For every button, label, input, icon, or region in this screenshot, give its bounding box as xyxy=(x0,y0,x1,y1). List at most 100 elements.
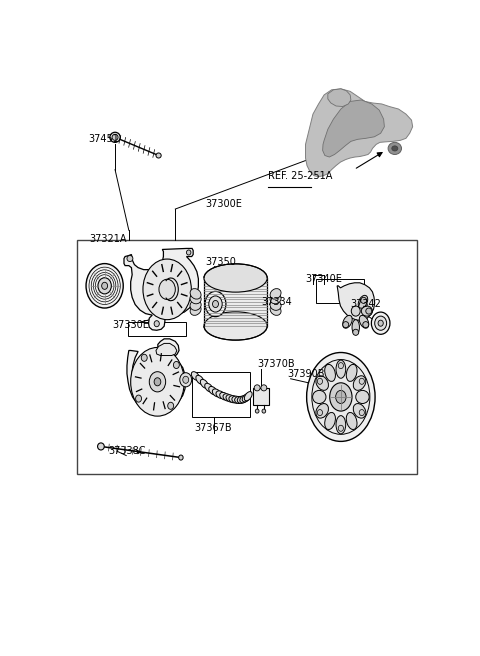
Bar xyxy=(128,322,186,337)
Ellipse shape xyxy=(159,279,175,299)
Ellipse shape xyxy=(343,321,349,328)
Polygon shape xyxy=(127,339,186,412)
Ellipse shape xyxy=(226,395,235,402)
Ellipse shape xyxy=(229,396,238,403)
Text: 37321A: 37321A xyxy=(90,234,127,245)
Ellipse shape xyxy=(312,390,326,403)
Ellipse shape xyxy=(254,385,260,391)
Ellipse shape xyxy=(338,363,344,369)
Bar xyxy=(204,278,267,326)
Ellipse shape xyxy=(352,319,360,335)
Ellipse shape xyxy=(156,153,161,158)
Ellipse shape xyxy=(346,364,357,381)
Polygon shape xyxy=(156,343,177,356)
Ellipse shape xyxy=(149,372,166,392)
Ellipse shape xyxy=(200,379,208,388)
Text: REF. 25-251A: REF. 25-251A xyxy=(268,171,333,181)
Ellipse shape xyxy=(220,392,228,400)
Ellipse shape xyxy=(270,289,281,299)
Ellipse shape xyxy=(143,259,192,319)
Polygon shape xyxy=(323,100,384,157)
Ellipse shape xyxy=(343,316,352,328)
Bar xyxy=(77,240,417,474)
Ellipse shape xyxy=(392,146,398,151)
Ellipse shape xyxy=(244,392,252,401)
Ellipse shape xyxy=(102,282,108,289)
Ellipse shape xyxy=(353,403,366,418)
Polygon shape xyxy=(124,249,198,330)
Ellipse shape xyxy=(353,376,366,390)
Ellipse shape xyxy=(317,379,323,384)
Ellipse shape xyxy=(212,389,221,397)
Ellipse shape xyxy=(360,316,369,328)
Bar xyxy=(192,372,250,417)
Ellipse shape xyxy=(359,379,364,384)
Text: 37338C: 37338C xyxy=(108,445,146,455)
Polygon shape xyxy=(337,283,375,320)
Ellipse shape xyxy=(110,133,120,142)
Ellipse shape xyxy=(361,306,372,316)
Text: 37342: 37342 xyxy=(350,299,381,309)
Polygon shape xyxy=(328,89,351,106)
Ellipse shape xyxy=(190,289,201,299)
Text: 37451: 37451 xyxy=(88,134,119,144)
Ellipse shape xyxy=(262,409,266,413)
Ellipse shape xyxy=(270,300,281,310)
Ellipse shape xyxy=(112,134,118,140)
Ellipse shape xyxy=(255,409,259,413)
Ellipse shape xyxy=(86,264,123,308)
Text: 37367B: 37367B xyxy=(194,423,231,434)
Ellipse shape xyxy=(242,394,251,402)
Ellipse shape xyxy=(338,425,344,431)
Ellipse shape xyxy=(324,364,336,381)
Ellipse shape xyxy=(173,361,180,369)
Ellipse shape xyxy=(317,409,323,416)
Text: 37390B: 37390B xyxy=(287,369,324,379)
Polygon shape xyxy=(305,89,413,176)
Ellipse shape xyxy=(209,296,222,312)
Ellipse shape xyxy=(205,291,226,317)
Ellipse shape xyxy=(204,312,267,340)
Ellipse shape xyxy=(336,390,346,403)
Ellipse shape xyxy=(375,316,386,330)
Ellipse shape xyxy=(378,320,383,326)
Ellipse shape xyxy=(235,396,243,403)
Ellipse shape xyxy=(180,373,192,387)
Ellipse shape xyxy=(223,394,232,401)
Ellipse shape xyxy=(240,395,249,403)
Ellipse shape xyxy=(312,359,370,434)
Ellipse shape xyxy=(330,383,352,411)
Ellipse shape xyxy=(154,378,161,386)
Ellipse shape xyxy=(135,395,142,402)
Ellipse shape xyxy=(179,455,183,460)
Ellipse shape xyxy=(261,385,267,391)
Text: 37334: 37334 xyxy=(261,297,292,307)
Ellipse shape xyxy=(213,300,218,308)
Ellipse shape xyxy=(316,376,328,390)
Text: 37330E: 37330E xyxy=(112,320,149,330)
Ellipse shape xyxy=(360,297,367,303)
Ellipse shape xyxy=(192,372,200,380)
Ellipse shape xyxy=(183,377,189,383)
Ellipse shape xyxy=(366,308,372,314)
Ellipse shape xyxy=(353,329,359,335)
Ellipse shape xyxy=(97,443,104,450)
Ellipse shape xyxy=(372,312,390,335)
Ellipse shape xyxy=(209,386,217,395)
Ellipse shape xyxy=(232,396,241,403)
Ellipse shape xyxy=(98,277,111,294)
Ellipse shape xyxy=(359,409,364,416)
Ellipse shape xyxy=(237,396,246,403)
Ellipse shape xyxy=(316,403,328,418)
Ellipse shape xyxy=(190,294,201,304)
Text: 37340E: 37340E xyxy=(305,274,342,284)
Ellipse shape xyxy=(141,354,147,361)
Ellipse shape xyxy=(324,413,336,430)
Ellipse shape xyxy=(270,294,281,304)
Ellipse shape xyxy=(336,416,346,434)
Text: 37300E: 37300E xyxy=(205,199,242,209)
Ellipse shape xyxy=(131,348,184,416)
Text: 37370B: 37370B xyxy=(257,359,295,369)
Ellipse shape xyxy=(168,402,174,409)
Ellipse shape xyxy=(196,375,204,384)
